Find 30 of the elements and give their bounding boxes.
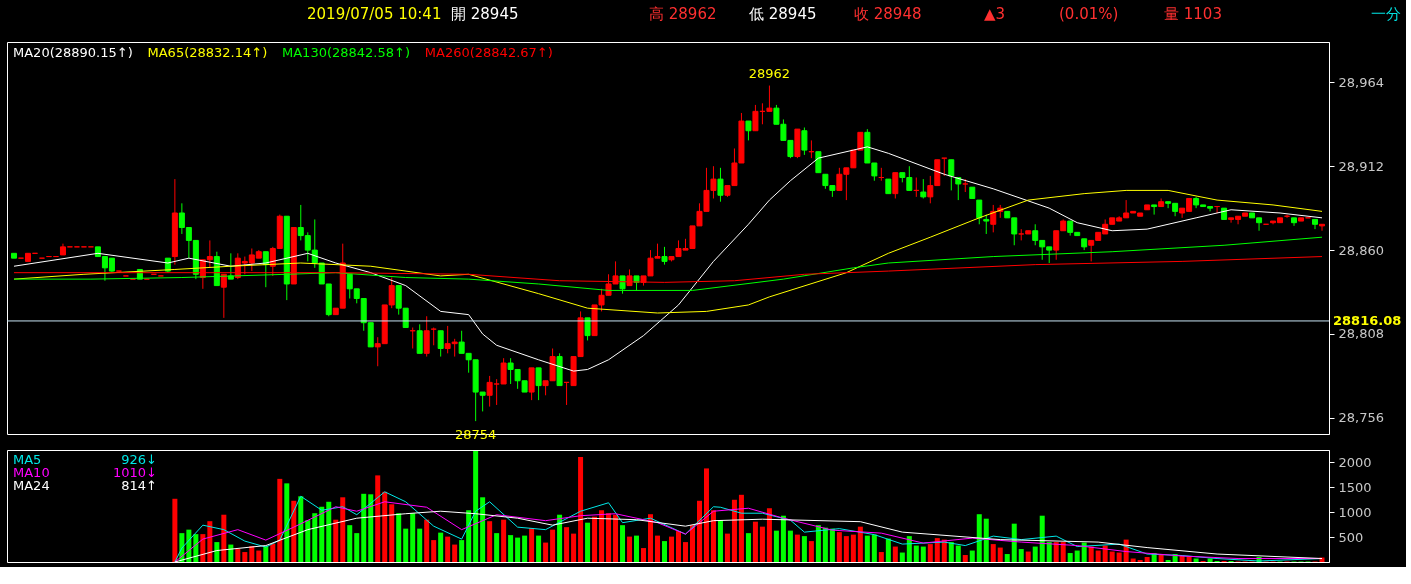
y-tick-label: 1500 [1338, 479, 1372, 495]
annotation: 814↑ [121, 478, 157, 493]
y-tick-label: 28,808 [1338, 326, 1384, 342]
text: MA24 [13, 478, 50, 493]
annotation: 1010↓ [113, 465, 157, 480]
y-tick-label: 2000 [1338, 454, 1372, 470]
text: ▲3 [984, 5, 1006, 23]
text: 開 28945 [451, 5, 519, 23]
text: 收 28948 [854, 5, 922, 23]
y-tick-label: 28,912 [1338, 158, 1384, 174]
text: MA20(28890.15↑) [13, 45, 133, 60]
text: 低 28945 [749, 5, 817, 23]
y-tick-label: 1000 [1338, 504, 1372, 520]
text: MA5 [13, 452, 42, 467]
text: (0.01%) [1059, 5, 1119, 23]
ref-line-label: 28816.08 [1333, 312, 1402, 328]
text: 一分 [1371, 5, 1401, 23]
y-tick-label: 28,964 [1338, 74, 1384, 90]
text: 量 1103 [1164, 5, 1222, 23]
y-tick-label: 28,756 [1338, 410, 1384, 426]
annotation: 926↓ [121, 452, 157, 467]
annotation: 28962 [748, 65, 791, 81]
chart-title: 2019/07/05 10:41 [307, 5, 442, 23]
text: MA10 [13, 465, 50, 480]
y-tick-label: 500 [1338, 529, 1364, 545]
text: 高 28962 [649, 5, 717, 23]
y-tick-label: 28,860 [1338, 242, 1384, 258]
text: MA65(28832.14↑) [147, 45, 268, 60]
text: MA130(28842.58↑) [282, 45, 410, 60]
text: MA260(28842.67↑) [424, 45, 553, 60]
